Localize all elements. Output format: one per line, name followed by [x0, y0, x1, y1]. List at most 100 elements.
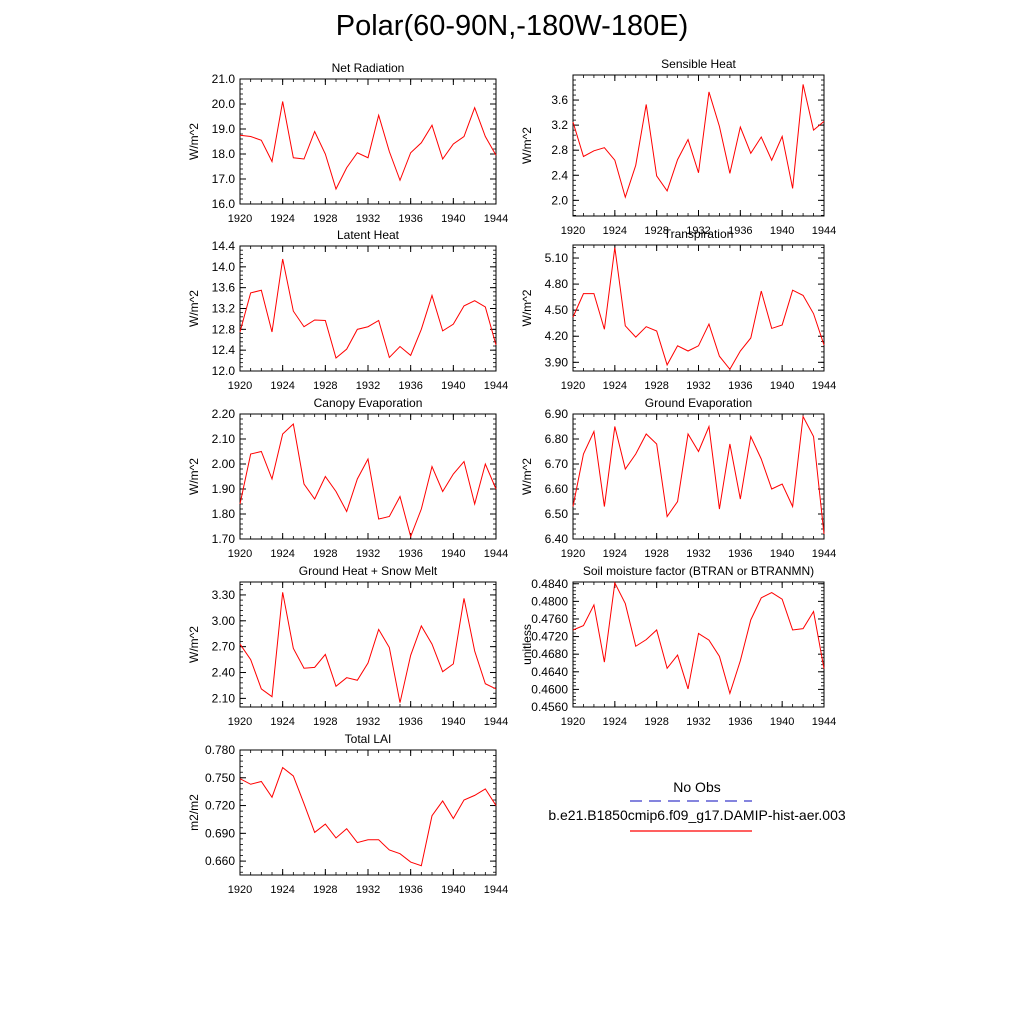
y-tick-label: 14.4 [212, 239, 236, 253]
y-axis-label: unitless [520, 624, 534, 665]
y-tick-label: 2.20 [212, 407, 236, 421]
y-tick-label: 3.6 [551, 93, 568, 107]
plot-frame [239, 581, 497, 708]
y-tick-label: 2.8 [551, 143, 568, 157]
x-tick-label: 1924 [270, 213, 294, 225]
panel-title: Transpiration [664, 227, 734, 241]
y-tick-label: 6.80 [545, 432, 569, 446]
x-tick-label: 1928 [313, 548, 337, 560]
x-tick-label: 1936 [728, 716, 752, 728]
series-line [239, 766, 497, 867]
y-tick-label: 1.70 [212, 532, 236, 546]
y-tick-label: 4.50 [545, 303, 569, 317]
x-tick-label: 1928 [313, 380, 337, 392]
y-tick-label: 0.720 [205, 799, 235, 813]
x-tick-label: 1940 [441, 548, 465, 560]
x-tick-label: 1924 [270, 548, 294, 560]
y-tick-label: 13.6 [212, 281, 236, 295]
chart-panel-5: 1920 1924 1928 1932 1936 1940 1944 1.70 1.80 1.90… [187, 396, 508, 560]
y-tick-label: 3.90 [545, 355, 569, 369]
y-axis-label: W/m^2 [520, 127, 534, 164]
y-tick-label: 3.00 [212, 614, 236, 628]
legend-model-label: b.e21.B1850cmip6.f09_g17.DAMIP-hist-aer.… [548, 807, 846, 823]
x-tick-label: 1944 [484, 716, 508, 728]
series-line [239, 592, 497, 703]
y-tick-label: 0.4680 [531, 647, 568, 661]
plot-frame [572, 244, 825, 372]
y-tick-label: 2.40 [212, 666, 236, 680]
series-line [572, 581, 825, 696]
x-tick-label: 1944 [812, 716, 836, 728]
plot-frame [239, 245, 497, 372]
x-tick-label: 1924 [603, 380, 627, 392]
x-tick-label: 1932 [356, 548, 380, 560]
series-line [239, 258, 497, 359]
y-tick-label: 0.750 [205, 771, 235, 785]
y-tick-label: 4.80 [545, 277, 569, 291]
x-tick-label: 1940 [770, 225, 794, 237]
y-tick-label: 4.20 [545, 329, 569, 343]
x-tick-label: 1936 [398, 716, 422, 728]
x-tick-label: 1920 [228, 213, 252, 225]
x-tick-label: 1940 [770, 380, 794, 392]
x-tick-label: 1928 [313, 884, 337, 896]
series-line [572, 247, 825, 371]
x-tick-label: 1920 [561, 548, 585, 560]
x-tick-label: 1940 [441, 884, 465, 896]
x-tick-label: 1924 [270, 380, 294, 392]
y-tick-label: 0.4600 [531, 682, 568, 696]
y-axis-label: W/m^2 [187, 290, 201, 327]
y-tick-label: 3.30 [212, 588, 236, 602]
x-tick-label: 1940 [441, 380, 465, 392]
y-axis-label: W/m^2 [187, 458, 201, 495]
y-tick-label: 6.90 [545, 407, 569, 421]
y-tick-label: 0.4720 [531, 630, 568, 644]
chart-panel-6: 1920 1924 1928 1932 1936 1940 1944 6.40 6.50 6.60… [520, 396, 836, 560]
y-tick-label: 12.8 [212, 322, 236, 336]
x-tick-label: 1944 [812, 548, 836, 560]
y-tick-label: 2.4 [551, 168, 568, 182]
y-tick-label: 2.00 [212, 457, 236, 471]
panel-title: Ground Evaporation [645, 396, 752, 410]
y-tick-label: 12.0 [212, 364, 236, 378]
plot-frame [572, 581, 825, 708]
y-tick-label: 2.10 [212, 691, 236, 705]
x-tick-label: 1928 [644, 716, 668, 728]
x-tick-label: 1920 [561, 716, 585, 728]
x-tick-label: 1920 [228, 548, 252, 560]
x-tick-label: 1920 [561, 380, 585, 392]
y-tick-label: 6.40 [545, 532, 569, 546]
x-tick-label: 1924 [603, 716, 627, 728]
x-tick-label: 1932 [686, 380, 710, 392]
panel-title: Latent Heat [337, 228, 400, 242]
page-title: Polar(60-90N,-180W-180E) [335, 10, 689, 42]
x-tick-label: 1924 [603, 225, 627, 237]
x-tick-label: 1936 [728, 225, 752, 237]
x-tick-label: 1928 [644, 225, 668, 237]
series-line [572, 414, 825, 535]
x-tick-label: 1928 [313, 716, 337, 728]
x-tick-label: 1920 [228, 716, 252, 728]
y-tick-label: 16.0 [212, 197, 236, 211]
x-tick-label: 1936 [398, 213, 422, 225]
y-tick-label: 0.690 [205, 826, 235, 840]
chart-panel-4: 1920 1924 1928 1932 1936 1940 1944 3.90 4.20 4.50… [520, 227, 836, 392]
x-tick-label: 1936 [728, 380, 752, 392]
x-tick-label: 1936 [398, 548, 422, 560]
panel-title: Sensible Heat [661, 57, 736, 71]
x-tick-label: 1940 [441, 716, 465, 728]
y-tick-label: 6.50 [545, 507, 569, 521]
panel-title: Soil moisture factor (BTRAN or BTRANMN) [583, 564, 814, 578]
y-tick-label: 0.660 [205, 854, 235, 868]
y-axis-label: W/m^2 [520, 458, 534, 495]
chart-panel-7: 1920 1924 1928 1932 1936 1940 1944 2.10 2.40 2.70… [187, 564, 508, 728]
chart-panel-3: 1920 1924 1928 1932 1936 1940 1944 12.0 12.4 12.8… [187, 228, 508, 392]
y-axis-label: W/m^2 [187, 626, 201, 663]
panel-title: Canopy Evaporation [314, 396, 423, 410]
y-tick-label: 2.70 [212, 640, 236, 654]
x-tick-label: 1924 [270, 716, 294, 728]
y-tick-label: 0.4840 [531, 577, 568, 591]
y-axis-label: W/m^2 [187, 123, 201, 160]
x-tick-label: 1920 [228, 884, 252, 896]
x-tick-label: 1920 [228, 380, 252, 392]
